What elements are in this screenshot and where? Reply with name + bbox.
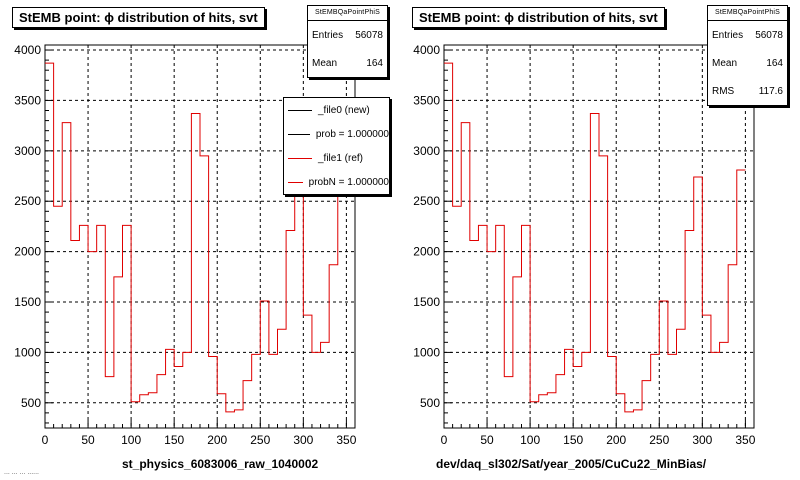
- panel-1-y-tick-label: 4000: [14, 43, 41, 57]
- legend-label: probN = 1.000000: [308, 176, 389, 188]
- legend-label: _file1 (ref): [318, 152, 364, 164]
- panel-2-y-tick-label: 2000: [413, 245, 440, 259]
- panel-1-x-tick-label: 250: [250, 433, 270, 447]
- stats-label: Entries: [312, 29, 344, 41]
- footer-text: ... ... ... ......: [4, 469, 40, 476]
- legend-entry-prob: prob = 1.000000: [284, 122, 389, 146]
- stats-value: 164: [766, 57, 783, 69]
- panel-2-stats-row-mean: Mean 164: [708, 49, 787, 77]
- panel-1-y-tick-label: 3000: [14, 144, 41, 158]
- stats-label: Entries: [712, 29, 744, 41]
- stats-label: Mean: [712, 57, 738, 69]
- legend-label: prob = 1.000000: [315, 128, 389, 140]
- panel-1-legend: _file0 (new) prob = 1.000000 _file1 (ref…: [283, 97, 390, 195]
- legend-swatch: [288, 109, 312, 111]
- panel-2-x-tick-label: 350: [735, 433, 755, 447]
- panel-2-x-tick-label: 0: [441, 433, 448, 447]
- panel-1-x-tick-label: 50: [81, 433, 95, 447]
- panel-2-y-tick-label: 1500: [413, 295, 440, 309]
- stats-value: 56078: [755, 29, 783, 41]
- stats-value: 56078: [355, 29, 383, 41]
- panel-2-x-axis-label: dev/daq_sl302/Sat/year_2005/CuCu22_MinBi…: [436, 457, 707, 471]
- legend-entry-probn: probN = 1.000000: [284, 170, 389, 194]
- panel-2-y-tick-label: 1000: [413, 345, 440, 359]
- panel-2-y-tick-label: 3500: [413, 93, 440, 107]
- panel-1-x-tick-label: 300: [293, 433, 313, 447]
- panel-2-title: StEMB point: ϕ distribution of hits, svt: [412, 7, 665, 28]
- panel-2-y-tick-label: 4000: [413, 43, 440, 57]
- panel-2-x-tick-label: 100: [520, 433, 540, 447]
- panel-1-stats-name: StEMBQaPointPhiS: [308, 6, 387, 21]
- panel-1-y-tick-label: 1000: [14, 345, 41, 359]
- panel-1-y-tick-label: 3500: [14, 93, 41, 107]
- panel-1-stats-box: StEMBQaPointPhiS Entries 56078 Mean 164: [307, 5, 388, 78]
- legend-label: _file0 (new): [318, 104, 370, 116]
- panel-1-x-tick-label: 100: [121, 433, 141, 447]
- stats-label: Mean: [312, 57, 338, 69]
- panel-2-x-tick-label: 150: [563, 433, 583, 447]
- panel-2-y-tick-label: 500: [420, 396, 440, 410]
- panel-2-stats-box: StEMBQaPointPhiS Entries 56078 Mean 164 …: [707, 5, 788, 106]
- panel-1-histogram-series-1: [45, 62, 347, 413]
- stats-value: 164: [366, 57, 383, 69]
- legend-entry-file0: _file0 (new): [284, 98, 389, 122]
- panel-2-x-tick-label: 250: [649, 433, 669, 447]
- panel-2-stats-name: StEMBQaPointPhiS: [708, 6, 787, 21]
- panel-1-y-tick-label: 1500: [14, 295, 41, 309]
- legend-entry-file1: _file1 (ref): [284, 146, 389, 170]
- panel-1-y-tick-label: 2000: [14, 245, 41, 259]
- panel-2-stats-row-entries: Entries 56078: [708, 21, 787, 49]
- panel-1-y-tick-label: 500: [21, 396, 41, 410]
- panel-1-x-tick-label: 150: [164, 433, 184, 447]
- panel-2-x-tick-label: 50: [480, 433, 494, 447]
- panel-2-x-tick-label: 300: [692, 433, 712, 447]
- panel-1-stats-row-entries: Entries 56078: [308, 21, 387, 49]
- legend-swatch: [288, 133, 310, 135]
- panel-1-stats-row-mean: Mean 164: [308, 49, 387, 77]
- panel-2-y-tick-label: 3000: [413, 144, 440, 158]
- legend-swatch: [288, 157, 312, 159]
- panel-2-y-tick-label: 2500: [413, 194, 440, 208]
- panel-2-x-tick-label: 200: [606, 433, 626, 447]
- panel-1-x-tick-label: 350: [336, 433, 356, 447]
- panel-1-y-tick-label: 2500: [14, 194, 41, 208]
- panel-1-title: StEMB point: ϕ distribution of hits, svt: [12, 7, 265, 28]
- legend-swatch: [288, 181, 303, 183]
- panel-1-x-tick-label: 200: [207, 433, 227, 447]
- panel-1-x-axis-label: st_physics_6083006_raw_1040002: [122, 457, 319, 471]
- panel-2-histogram-series-1: [444, 62, 746, 413]
- panel-1-x-tick-label: 0: [42, 433, 49, 447]
- stats-value: 117.6: [758, 85, 783, 97]
- panel-2-stats-row-rms: RMS 117.6: [708, 77, 787, 105]
- stats-label: RMS: [712, 85, 735, 97]
